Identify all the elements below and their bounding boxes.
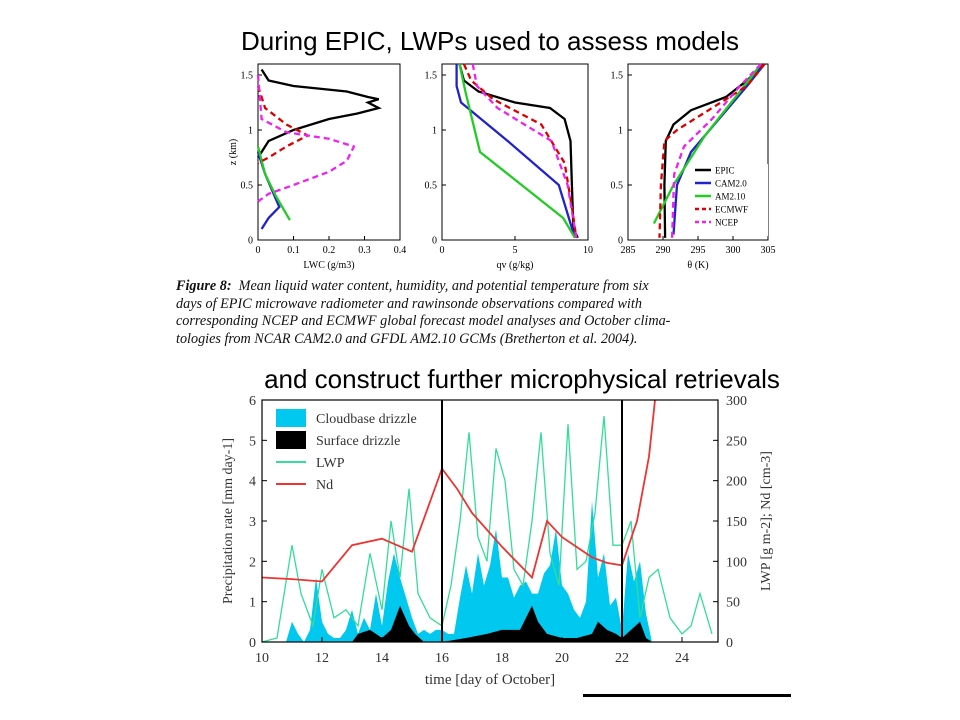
- legend-swatch: [276, 431, 306, 449]
- series-line-am2-10: [458, 63, 576, 239]
- series-line-epic: [663, 63, 766, 238]
- y-tick-label: 1: [618, 126, 623, 137]
- y-axis-label: z (km): [228, 139, 239, 165]
- caption-text-3: corresponding NCEP and ECMWF global fore…: [176, 313, 671, 329]
- legend-label: LWP: [316, 456, 345, 471]
- series-line-ncep: [670, 63, 762, 238]
- x-tick-label: 0.1: [287, 245, 300, 256]
- y-tick-label: 1: [432, 126, 437, 137]
- caption-label: Figure 8:: [176, 278, 232, 294]
- x-tick-label: 285: [621, 245, 636, 256]
- caption-line-1: Figure 8: Mean liquid water content, hum…: [176, 278, 816, 296]
- legend-swatch: [276, 409, 306, 427]
- y-tick-label: 0: [248, 236, 253, 247]
- series-line-epic: [257, 68, 382, 159]
- lwc-panel: 0 0.1 0.2 0.3 0.4 0 0.5 1 1.5 LWC (g/m3) z (km): [228, 63, 407, 271]
- y2-tick-label: 100: [726, 555, 747, 570]
- y-tick-label: 1.5: [425, 71, 438, 82]
- x-tick-label: 290: [656, 245, 671, 256]
- caption-text-1: Mean liquid water content, humidity, and…: [238, 278, 649, 294]
- y2-tick-label: 0: [726, 636, 733, 651]
- x-tick-label: 16: [435, 651, 449, 666]
- series-lwp-line: [261, 416, 713, 643]
- qv-panel: 0 5 10 0 0.5 1 1.5 qv (g/kg): [425, 63, 593, 271]
- x-tick-label: 305: [761, 245, 776, 256]
- x-tick-label: 10: [255, 651, 269, 666]
- plot-frame: [441, 63, 589, 241]
- theta-panel: 285 290 295 300 305 0 0.5 1 1.5 θ (K) EPIC CAM2.0 AM…: [611, 63, 776, 271]
- slide-title: During EPIC, LWPs used to assess models: [240, 26, 740, 56]
- y2-tick-label: 50: [726, 596, 740, 611]
- legend-label: ECMWF: [715, 205, 748, 215]
- series-line-am2-10: [256, 146, 291, 221]
- y-tick-label: 6: [249, 394, 256, 409]
- x-tick-label: 0.2: [323, 245, 336, 256]
- y2-tick-label: 300: [726, 394, 747, 409]
- legend-label: AM2.10: [715, 192, 746, 202]
- y2-tick-label: 250: [726, 434, 747, 449]
- y-axis-label: Precipitation rate [mm day-1]: [221, 438, 236, 604]
- x-tick-label: 0: [256, 245, 261, 256]
- series-surface-drizzle-area: [262, 605, 652, 642]
- x-tick-label: 0.4: [394, 245, 407, 256]
- legend-label: Nd: [316, 478, 333, 493]
- y-tick-label: 0: [249, 636, 256, 651]
- caption-line-4: tologies from NCAR CAM2.0 and GFDL AM2.1…: [176, 331, 816, 349]
- y2-axis-label: LWP [g m-2]; Nd [cm-3]: [759, 451, 774, 591]
- x-tick-label: 12: [315, 651, 329, 666]
- y-tick-label: 5: [249, 434, 256, 449]
- x-axis-label: LWC (g/m3): [303, 260, 354, 271]
- x-tick-label: 20: [555, 651, 569, 666]
- caption-line-2: days of EPIC microwave radiometer and ra…: [176, 296, 816, 314]
- x-tick-label: 10: [583, 245, 593, 256]
- y-tick-label: 2: [249, 555, 256, 570]
- y-tick-label: 4: [249, 475, 256, 490]
- caption-text-2: days of EPIC microwave radiometer and ra…: [176, 295, 642, 312]
- y-tick-label: 1: [249, 596, 256, 611]
- y2-tick-label: 150: [726, 515, 747, 530]
- x-tick-label: 14: [375, 651, 389, 666]
- y-tick-label: 1.5: [611, 71, 624, 82]
- y-tick-label: 0.5: [611, 181, 624, 192]
- y-tick-label: 1: [248, 126, 253, 137]
- y-tick-label: 0: [618, 236, 623, 247]
- legend-label: NCEP: [715, 218, 738, 228]
- x-tick-label: 0.3: [358, 245, 371, 256]
- y-tick-label: 0: [432, 236, 437, 247]
- series-line-ecmwf: [256, 85, 311, 165]
- series-line-ecmwf: [658, 63, 766, 238]
- x-tick-label: 295: [691, 245, 706, 256]
- x-tick-label: 18: [495, 651, 509, 666]
- y-tick-label: 0.5: [241, 181, 254, 192]
- caption-text-4: tologies from NCAR CAM2.0 and GFDL AM2.1…: [176, 330, 638, 347]
- x-axis-label: qv (g/kg): [497, 260, 534, 271]
- legend-label: EPIC: [715, 166, 735, 176]
- x-tick-label: 300: [726, 245, 741, 256]
- x-tick-label: 0: [440, 245, 445, 256]
- series-line-ncep: [471, 63, 578, 238]
- legend-label: Surface drizzle: [316, 434, 400, 449]
- caption-line-3: corresponding NCEP and ECMWF global fore…: [176, 313, 816, 331]
- series-line-cam2-0: [455, 64, 577, 239]
- legend-box: [692, 164, 768, 236]
- legend-label: CAM2.0: [715, 179, 747, 189]
- legend-label: Cloudbase drizzle: [316, 412, 417, 427]
- y-tick-label: 1.5: [241, 71, 254, 82]
- x-axis-label: θ (K): [687, 260, 708, 271]
- series-cloudbase-drizzle-area: [262, 500, 652, 642]
- x-axis-label: time [day of October]: [425, 672, 555, 688]
- x-tick-label: 24: [675, 651, 689, 666]
- series-line-am2-10: [652, 63, 762, 225]
- y-tick-label: 0.5: [425, 181, 438, 192]
- slide-subtitle: and construct further microphysical retr…: [264, 364, 780, 394]
- y2-tick-label: 200: [726, 475, 747, 490]
- timeseries-panel: 10 12 14 16 18 20 22 24012345605010015020025030…: [221, 394, 774, 688]
- x-tick-label: 5: [513, 245, 518, 256]
- figure-caption: Figure 8: Mean liquid water content, hum…: [176, 278, 816, 348]
- x-tick-label: 22: [615, 651, 629, 666]
- y-tick-label: 3: [249, 515, 256, 530]
- underline-bar: [583, 694, 791, 697]
